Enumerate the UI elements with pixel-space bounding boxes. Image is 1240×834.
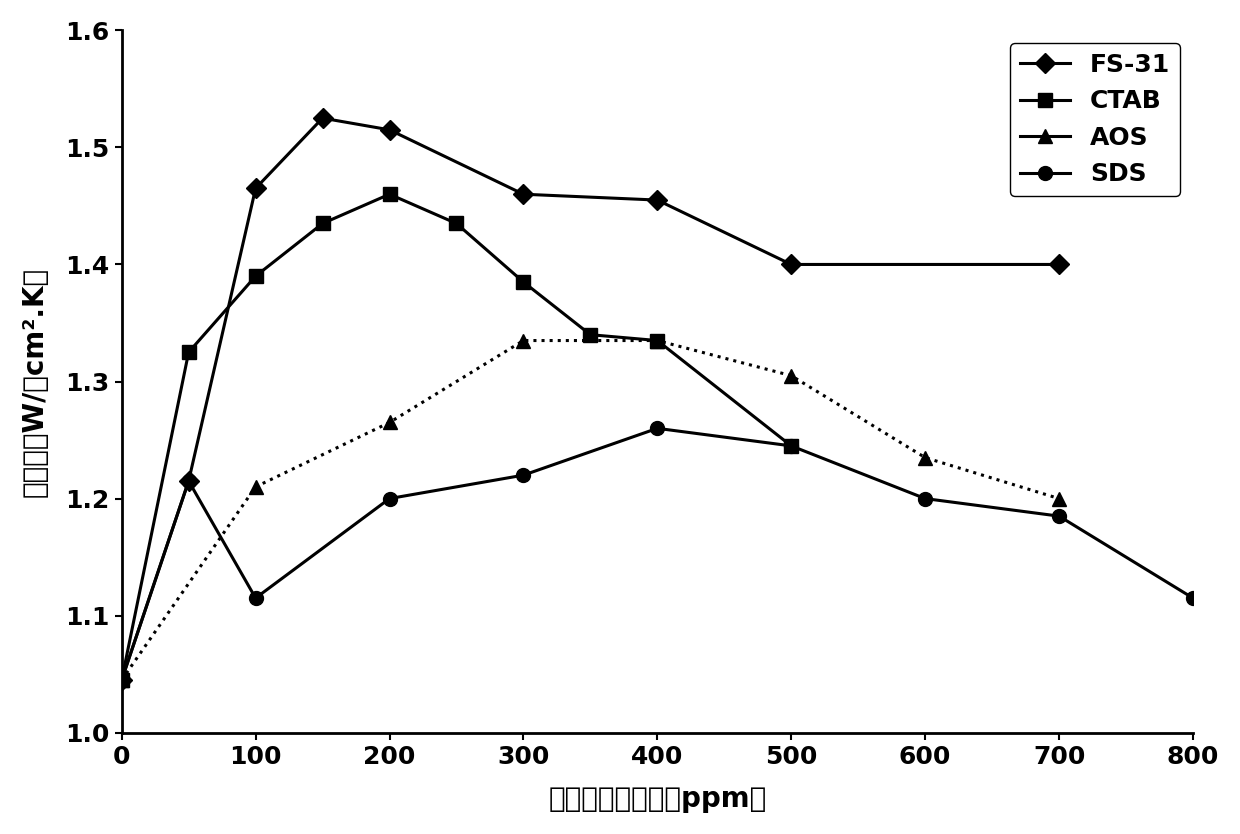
SDS [650,424,665,434]
CTAB [114,675,129,685]
SDS [382,494,397,504]
SDS [1185,593,1200,603]
AOS [516,335,531,345]
CTAB [449,219,464,229]
FS-31 [382,125,397,135]
Y-axis label: 换热系数W/（cm².K）: 换热系数W/（cm².K） [21,266,48,496]
FS-31 [784,259,799,269]
SDS [248,593,263,603]
FS-31 [181,476,196,486]
CTAB [315,219,330,229]
AOS [248,482,263,492]
FS-31 [248,183,263,193]
Legend: FS-31, CTAB, AOS, SDS: FS-31, CTAB, AOS, SDS [1011,43,1180,196]
FS-31 [1052,259,1066,269]
AOS [1052,494,1066,504]
Line: FS-31: FS-31 [115,111,1066,687]
Line: AOS: AOS [115,334,1066,687]
CTAB [382,189,397,199]
SDS [918,494,932,504]
SDS [114,675,129,685]
AOS [650,335,665,345]
FS-31 [315,113,330,123]
SDS [181,476,196,486]
Line: SDS: SDS [115,421,1200,687]
SDS [784,441,799,451]
SDS [1052,511,1066,521]
SDS [516,470,531,480]
CTAB [248,271,263,281]
CTAB [181,347,196,357]
CTAB [650,335,665,345]
AOS [382,418,397,428]
CTAB [516,277,531,287]
X-axis label: 表面活性剂浓度（ppm）: 表面活性剂浓度（ppm） [548,785,766,813]
CTAB [583,329,598,339]
AOS [784,370,799,380]
Line: CTAB: CTAB [115,188,799,687]
FS-31 [516,189,531,199]
AOS [114,675,129,685]
CTAB [784,441,799,451]
FS-31 [650,195,665,205]
AOS [918,453,932,463]
FS-31 [114,675,129,685]
